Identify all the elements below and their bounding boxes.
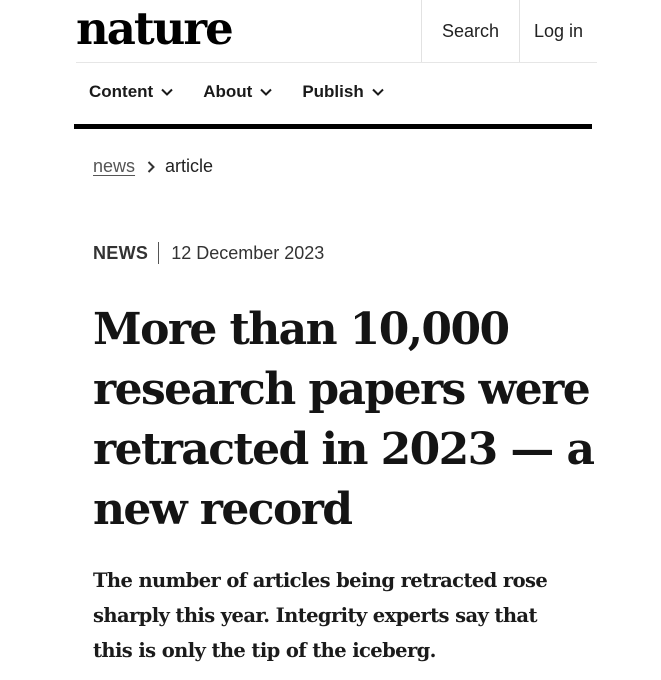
login-button[interactable]: Log in	[519, 0, 597, 62]
chevron-down-icon	[372, 88, 384, 96]
main-nav: Content About Publish	[89, 82, 414, 102]
article-type: NEWS	[93, 242, 149, 263]
chevron-right-icon	[147, 160, 155, 173]
nav-item-label: About	[203, 82, 253, 101]
article-title: More than 10,000 research papers were re…	[93, 304, 595, 535]
chevron-down-icon	[161, 88, 173, 96]
nav-item-content[interactable]: Content	[89, 82, 173, 102]
nav-divider	[74, 124, 592, 129]
nav-item-publish[interactable]: Publish	[302, 82, 384, 102]
meta-divider	[158, 242, 160, 264]
breadcrumb: news article	[93, 156, 213, 177]
nav-item-label: Content	[89, 82, 154, 101]
nature-logo[interactable]: nature	[76, 2, 234, 55]
nav-item-about[interactable]: About	[203, 82, 273, 102]
chevron-down-icon	[260, 88, 273, 96]
breadcrumb-current: article	[165, 156, 214, 176]
site-header: nature Search Log in	[0, 0, 661, 63]
article-standfirst: The number of articles being retracted r…	[93, 569, 548, 662]
breadcrumb-news-link[interactable]: news	[93, 156, 136, 176]
header-divider	[76, 62, 597, 63]
search-button[interactable]: Search	[421, 0, 519, 62]
nav-item-label: Publish	[302, 82, 364, 101]
article-date: 12 December 2023	[171, 242, 325, 263]
article-meta: NEWS 12 December 2023	[93, 242, 324, 264]
